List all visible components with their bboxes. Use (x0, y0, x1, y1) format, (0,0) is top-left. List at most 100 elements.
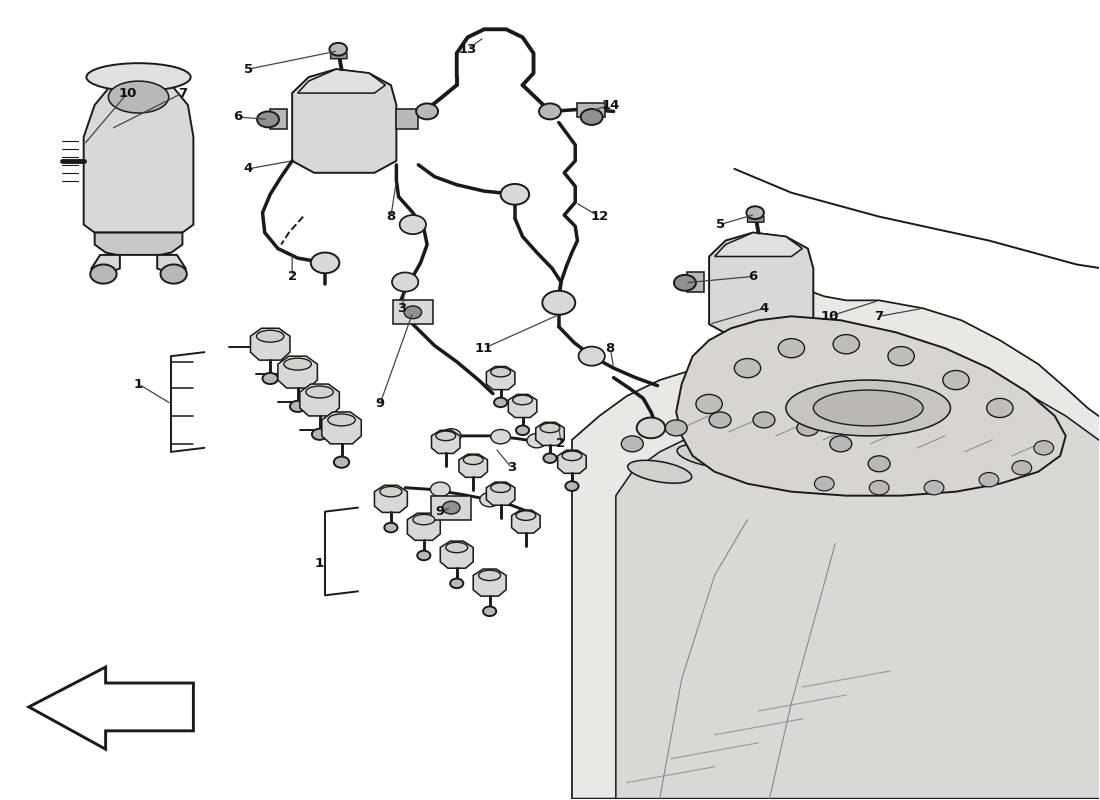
Text: 7: 7 (178, 86, 187, 99)
Circle shape (399, 215, 426, 234)
Circle shape (542, 290, 575, 314)
Circle shape (441, 429, 461, 443)
Text: 3: 3 (397, 302, 407, 315)
Circle shape (833, 334, 859, 354)
Polygon shape (710, 233, 813, 336)
Circle shape (161, 265, 187, 284)
Text: 10: 10 (119, 86, 136, 99)
Polygon shape (331, 51, 346, 58)
Circle shape (868, 456, 890, 472)
Circle shape (621, 436, 643, 452)
Ellipse shape (540, 423, 560, 433)
Polygon shape (293, 69, 396, 173)
Circle shape (987, 398, 1013, 418)
Text: 13: 13 (459, 42, 477, 56)
Circle shape (539, 103, 561, 119)
Text: 6: 6 (748, 270, 758, 283)
Circle shape (263, 373, 278, 384)
Text: 8: 8 (606, 342, 615, 354)
Circle shape (483, 606, 496, 616)
Circle shape (814, 477, 834, 491)
Circle shape (416, 103, 438, 119)
Polygon shape (440, 541, 473, 568)
Bar (431, 496, 471, 519)
Polygon shape (157, 255, 186, 274)
Polygon shape (300, 384, 339, 416)
Polygon shape (616, 324, 1100, 798)
Polygon shape (298, 69, 385, 93)
Polygon shape (486, 482, 515, 506)
Ellipse shape (628, 460, 692, 483)
Circle shape (747, 206, 764, 219)
Circle shape (979, 473, 999, 487)
Ellipse shape (562, 451, 582, 461)
Text: 5: 5 (244, 62, 253, 76)
Circle shape (796, 420, 818, 436)
Ellipse shape (256, 330, 284, 342)
Text: 11: 11 (475, 342, 493, 354)
Polygon shape (374, 486, 407, 513)
Text: 3: 3 (507, 462, 516, 474)
Polygon shape (508, 394, 537, 418)
Polygon shape (572, 265, 1100, 798)
Text: 10: 10 (821, 310, 839, 322)
Circle shape (491, 430, 510, 444)
Polygon shape (431, 430, 460, 454)
Circle shape (442, 502, 460, 514)
Circle shape (312, 429, 328, 440)
Polygon shape (676, 316, 1066, 496)
Polygon shape (512, 510, 540, 533)
Polygon shape (459, 454, 487, 478)
Circle shape (778, 338, 804, 358)
Circle shape (480, 493, 499, 507)
Circle shape (581, 109, 603, 125)
Polygon shape (29, 667, 194, 749)
Text: 5: 5 (715, 218, 725, 231)
Text: 14: 14 (602, 98, 619, 111)
Circle shape (735, 358, 761, 378)
Polygon shape (322, 412, 361, 444)
Ellipse shape (516, 511, 536, 520)
Ellipse shape (446, 542, 468, 553)
Ellipse shape (109, 81, 168, 113)
Ellipse shape (491, 483, 510, 493)
Text: 8: 8 (386, 210, 396, 223)
Polygon shape (536, 422, 564, 446)
Polygon shape (715, 233, 802, 257)
Circle shape (637, 418, 666, 438)
Ellipse shape (328, 414, 355, 426)
Circle shape (516, 426, 529, 435)
Circle shape (674, 275, 696, 290)
Circle shape (754, 412, 774, 428)
Circle shape (500, 184, 529, 205)
Circle shape (666, 420, 688, 436)
Circle shape (430, 482, 450, 497)
Ellipse shape (478, 570, 500, 581)
Ellipse shape (87, 63, 190, 91)
Text: 2: 2 (557, 438, 565, 450)
Text: 4: 4 (243, 162, 253, 175)
Circle shape (829, 436, 851, 452)
Circle shape (257, 111, 279, 127)
Circle shape (924, 481, 944, 495)
Polygon shape (251, 328, 290, 360)
Circle shape (579, 346, 605, 366)
Circle shape (543, 454, 557, 463)
Polygon shape (688, 273, 704, 292)
Ellipse shape (491, 367, 510, 377)
Circle shape (1012, 461, 1032, 475)
Polygon shape (91, 255, 120, 274)
Circle shape (565, 482, 579, 491)
Text: 12: 12 (591, 210, 608, 223)
Ellipse shape (678, 444, 741, 467)
Circle shape (404, 306, 421, 318)
Text: 9: 9 (436, 505, 444, 518)
Polygon shape (748, 214, 764, 222)
Text: 9: 9 (375, 398, 385, 410)
Ellipse shape (726, 436, 791, 459)
Ellipse shape (412, 514, 434, 525)
Circle shape (869, 481, 889, 495)
Polygon shape (271, 109, 287, 129)
Text: 1: 1 (134, 378, 143, 390)
Ellipse shape (306, 386, 333, 398)
